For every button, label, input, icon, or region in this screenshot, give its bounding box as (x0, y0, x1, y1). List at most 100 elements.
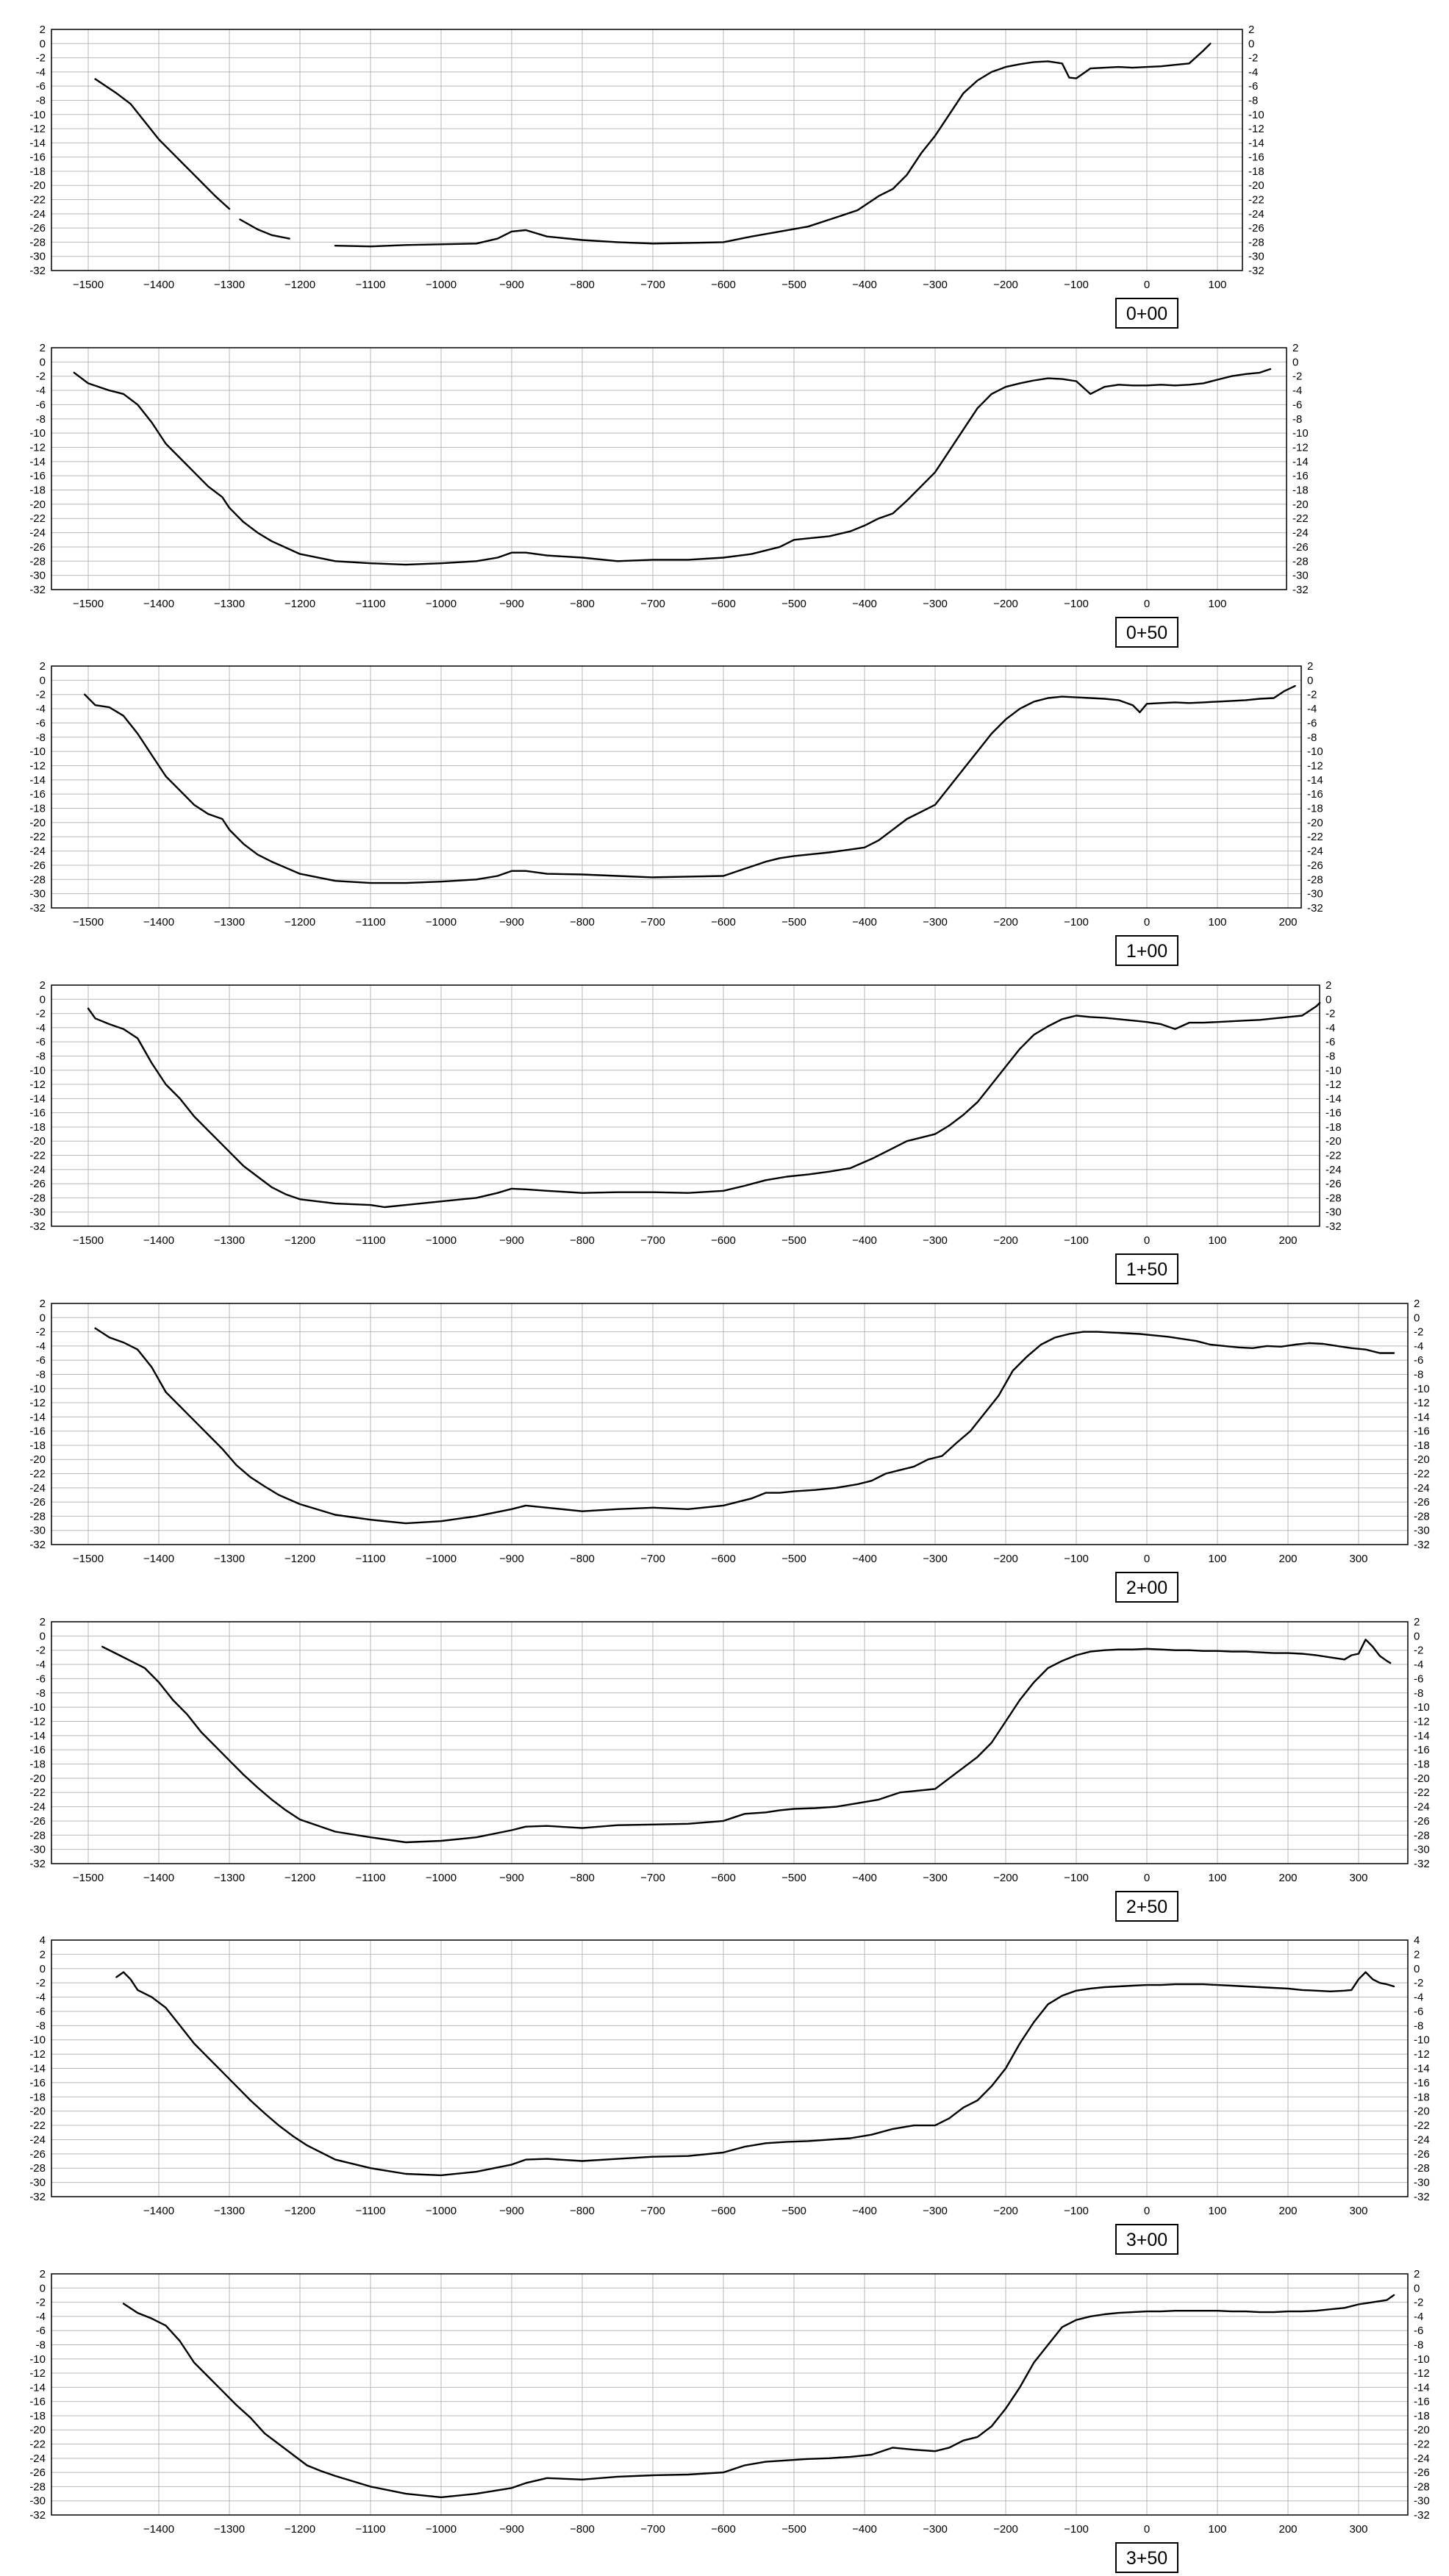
profile-chart-1: 2 20 0-2 -2-4 -4-6 -6-8 -8-10 -10-12 -12-14 -14-1… (29, 24, 1264, 328)
x-tick-label: 0 (1144, 1872, 1150, 1884)
y-tick-label-right: -6 (1414, 2325, 1423, 2337)
x-tick-label: 0 (1144, 916, 1150, 929)
y-tick-label-right: 2 (1292, 342, 1298, 354)
y-tick-label: -10 (29, 1701, 46, 1714)
y-tick-label: -22 (29, 831, 46, 843)
x-tick-label: −900 (499, 1872, 524, 1884)
x-tick-label: −1400 (143, 2523, 174, 2536)
y-tick-label: -10 (29, 109, 46, 121)
y-tick-label: -18 (29, 2091, 46, 2103)
x-tick-label: 100 (1208, 916, 1226, 929)
x-tick-label: −1100 (355, 1234, 385, 1247)
y-tick-label: -20 (29, 1453, 46, 1466)
x-tick-label: −400 (852, 598, 877, 610)
y-tick-label: 4 (40, 1934, 46, 1947)
x-tick-label: −1200 (285, 2205, 315, 2217)
x-tick-label: −1400 (143, 2205, 174, 2217)
x-tick-label: −1100 (355, 916, 385, 929)
y-tick-label-right: -18 (1414, 2091, 1430, 2103)
y-tick-label: -24 (29, 2133, 46, 2146)
y-tick-label-right: -4 (1248, 66, 1258, 79)
y-tick-label-right: -12 (1414, 1397, 1430, 1409)
x-tick-label: −900 (499, 1553, 524, 1565)
y-tick-label: 2 (40, 660, 46, 673)
y-tick-label-right: -4 (1307, 703, 1317, 715)
y-tick-label-right: -14 (1414, 2381, 1430, 2394)
y-tick-label-right: -14 (1307, 774, 1323, 787)
x-tick-label: −800 (570, 2205, 595, 2217)
y-tick-label: -30 (29, 2177, 46, 2189)
profile-chart-7: 4 42 20 0-2 -2-4 -4-6 -6-8 -8-10 -10-12 -12-14 -14… (29, 1934, 1429, 2254)
y-tick-label-right: -26 (1325, 1178, 1342, 1190)
x-tick-label: −1200 (285, 1872, 315, 1884)
y-tick-label-right: -2 (1307, 689, 1317, 701)
x-tick-label: −900 (499, 279, 524, 291)
x-tick-label: −800 (570, 1553, 595, 1565)
x-tick-label: −1500 (73, 1872, 104, 1884)
y-tick-label-right: -4 (1414, 2311, 1423, 2323)
x-tick-label: −700 (640, 598, 665, 610)
x-tick-label: −1200 (285, 598, 315, 610)
y-tick-label: -2 (36, 2297, 46, 2309)
x-tick-label: −1400 (143, 916, 174, 929)
x-tick-label: −300 (923, 1872, 948, 1884)
y-tick-label: -20 (29, 179, 46, 192)
y-tick-label: -28 (29, 236, 46, 248)
y-tick-label: -30 (29, 2495, 46, 2508)
profile-chart-8: 2 20 0-2 -2-4 -4-6 -6-8 -8-10 -10-12 -12-14 -14-1… (29, 2268, 1429, 2572)
y-tick-label: -12 (29, 1397, 46, 1409)
y-tick-label: -4 (36, 1992, 46, 2004)
y-tick-label-right: -8 (1414, 2019, 1423, 2032)
x-tick-label: −1200 (285, 1553, 315, 1565)
x-tick-label: 300 (1349, 2205, 1367, 2217)
x-tick-label: −1100 (355, 1872, 385, 1884)
y-tick-label-right: -2 (1414, 1326, 1423, 1339)
y-tick-label-right: -4 (1414, 1992, 1423, 2004)
x-tick-label: 200 (1278, 1553, 1297, 1565)
y-tick-label: -32 (29, 584, 46, 596)
y-tick-label: -26 (29, 1815, 46, 1828)
y-tick-label-right: -16 (1414, 2077, 1430, 2089)
y-tick-label-right: -28 (1414, 1510, 1430, 1523)
y-tick-label: -32 (29, 265, 46, 277)
y-tick-label: -4 (36, 384, 46, 397)
station-label: 0+50 (1126, 623, 1167, 643)
x-tick-label: −100 (1064, 2523, 1089, 2536)
y-tick-label: -6 (36, 1036, 46, 1048)
y-tick-label-right: -30 (1292, 570, 1309, 582)
station-label: 1+00 (1126, 941, 1167, 962)
y-tick-label-right: 2 (1325, 979, 1331, 992)
y-tick-label-right: -2 (1292, 371, 1302, 383)
x-tick-label: −500 (781, 916, 806, 929)
y-tick-label: -4 (36, 1659, 46, 1671)
y-tick-label: 0 (40, 1312, 46, 1324)
x-tick-label: 0 (1144, 1553, 1150, 1565)
x-tick-label: 200 (1278, 1872, 1297, 1884)
x-tick-label: −100 (1064, 1234, 1089, 1247)
x-tick-label: −200 (993, 2523, 1018, 2536)
x-tick-label: −600 (711, 916, 736, 929)
y-tick-label: 2 (40, 342, 46, 354)
y-tick-label-right: -26 (1414, 1815, 1430, 1828)
x-tick-label: −400 (852, 1872, 877, 1884)
y-tick-label-right: -28 (1325, 1192, 1342, 1204)
x-tick-label: −1300 (214, 1234, 245, 1247)
y-tick-label: -14 (29, 456, 46, 468)
y-tick-label: -26 (29, 541, 46, 554)
y-tick-label-right: -10 (1307, 745, 1323, 758)
y-tick-label-right: 0 (1414, 2282, 1420, 2294)
y-tick-label-right: -32 (1414, 2509, 1430, 2522)
y-tick-label-right: -6 (1292, 398, 1302, 411)
y-tick-label-right: -32 (1414, 1539, 1430, 1551)
profile-chart-4: 2 20 0-2 -2-4 -4-6 -6-8 -8-10 -10-12 -12-14 -14-1… (29, 979, 1341, 1284)
y-tick-label-right: -18 (1414, 2410, 1430, 2422)
y-tick-label: -14 (29, 1730, 46, 1742)
y-tick-label: -32 (29, 2509, 46, 2522)
x-tick-label: −1100 (355, 1553, 385, 1565)
plot-frame (51, 1303, 1408, 1545)
y-tick-label: -28 (29, 1829, 46, 1842)
y-tick-label-right: -10 (1292, 427, 1309, 440)
y-tick-label: -18 (29, 2410, 46, 2422)
y-tick-label: -24 (29, 1164, 46, 1176)
y-tick-label: -8 (36, 413, 46, 426)
